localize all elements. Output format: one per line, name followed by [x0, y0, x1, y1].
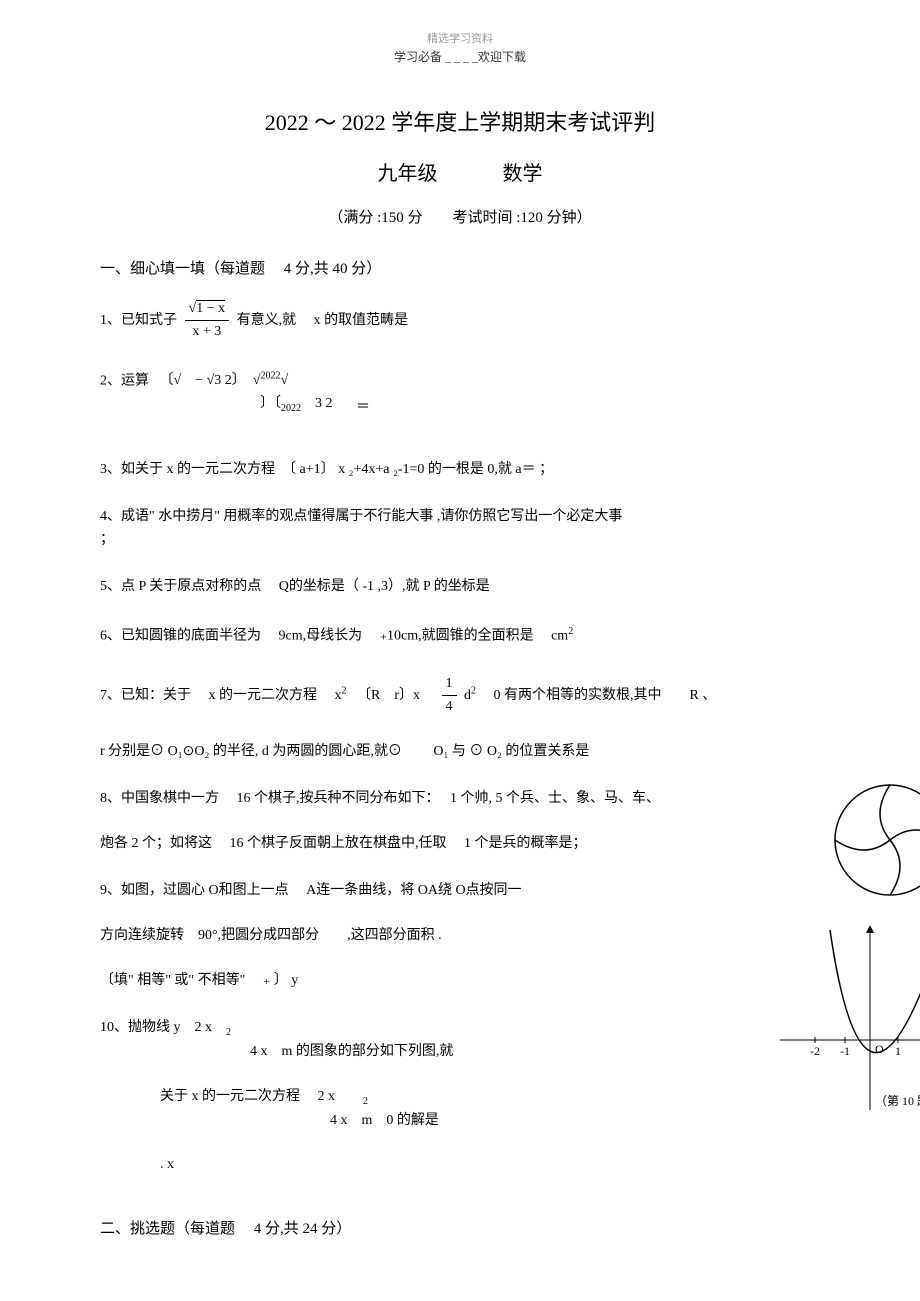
q7-l2: r 分别是⊙ O₁⊙O₂ 的半径, d 为两圆的圆心距,就⊙ O₁ 与 ⊙ O₂…	[100, 744, 589, 759]
q10-l5: . x	[160, 1157, 174, 1172]
question-3: 3、如关于 x 的一元二次方程 〔 a+1〕 x ₂+4x+a ₂-1=0 的一…	[100, 459, 820, 481]
question-2: 2、运算 〔√ − √3 2〕 √2022√ 〕〔2022 3 2 ＝	[100, 369, 820, 419]
question-5: 5、点 P 关于原点对称的点 Q的坐标是（ -1 ,3）,就 P 的坐标是	[100, 576, 820, 598]
q7-fracd: 4	[442, 696, 457, 718]
q7-sup1: 2	[342, 685, 347, 696]
origin-label: O	[875, 1042, 884, 1056]
question-8: 8、中国象棋中一方 16 个棋子,按兵种不同分布如下： 1 个帅, 5 个兵、士…	[100, 788, 820, 855]
q2-2022a: 2022	[260, 371, 280, 382]
q9-l3: 〔填" 相等" 或" 不相等" ₊ 〕 y	[100, 973, 298, 988]
q9-l2: 方向连续旋转 90°,把圆分成四部分 ,这四部分面积 .	[100, 928, 442, 943]
grade-label: 九年级	[378, 163, 438, 185]
q2-equals: ＝	[356, 400, 370, 415]
q10-sub2: 2	[363, 1096, 368, 1107]
q7-sup2: 2	[471, 685, 476, 696]
question-4: 4、成语" 水中捞月" 用概率的观点懂得属于不行能大事 ,请你仿照它写出一个必定…	[100, 506, 820, 551]
section1-heading: 一、细心填一填（每道题 4 分,共 40 分）	[100, 257, 820, 278]
exam-info: （满分 :150 分 考试时间 :120 分钟）	[100, 206, 820, 227]
q7-fracn: 1	[442, 673, 457, 696]
top-header: 精选学习资料	[100, 30, 820, 46]
q8-l1: 8、中国象棋中一方 16 个棋子,按兵种不同分布如下： 1 个帅, 5 个兵、士…	[100, 791, 660, 806]
q9-l1: 9、如图，过圆心 O和图上一点 A连一条曲线，将 OA绕 O点按同一	[100, 883, 522, 898]
q1-denom: x + 3	[185, 321, 230, 343]
section2-heading: 二、挑选题（每道题 4 分,共 24 分）	[100, 1217, 820, 1238]
question-1: 1、已知式子 √1 − x x + 3 有意义,就 x 的取值范畴是	[100, 298, 820, 344]
q2-prefix: 2、运算	[100, 373, 149, 388]
q2-e1b: 3 2	[214, 373, 232, 388]
q1-prefix: 1、已知式子	[100, 313, 177, 328]
question-9: 9、如图，过圆心 O和图上一点 A连一条曲线，将 OA绕 O点按同一 方向连续旋…	[100, 880, 820, 992]
question-10: 10、抛物线 y 2 x 2 4 x m 的图象的部分如下列图,就 关于 x 的…	[100, 1017, 820, 1177]
tick-1: 1	[895, 1044, 901, 1058]
q7-l1c: d	[464, 688, 471, 703]
q10-l1a: 10、抛物线 y 2 x	[100, 1020, 226, 1035]
q6-sup: 2	[568, 626, 573, 637]
subject-label: 数学	[503, 163, 543, 185]
parabola-diagram: -2 -1 O 1 2 （第 10 题）	[770, 920, 920, 1120]
q10-l4: 4 x m 0 的解是	[330, 1113, 439, 1128]
q1-sqrt: 1 − x	[196, 300, 225, 316]
document-title: 2022 ～ 2022 学年度上学期期末考试评判	[100, 105, 820, 137]
q8-l2: 炮各 2 个；如将这 16 个棋子反面朝上放在棋盘中,任取 1 个是兵的概率是；	[100, 836, 587, 851]
q7-l1a: 7、已知：关于 x 的一元二次方程 x	[100, 688, 342, 703]
parabola-caption: （第 10 题）	[875, 1094, 920, 1108]
q2-2022b: 2022	[281, 403, 301, 414]
circle-diagram	[830, 780, 920, 900]
tick-neg2: -2	[810, 1044, 820, 1058]
q2-e3: 3 2	[315, 396, 333, 411]
q6-text: 6、已知圆锥的底面半径为 9cm,母线长为 ₊10cm,就圆锥的全面积是 cm	[100, 628, 568, 643]
q10-l2: 4 x m 的图象的部分如下列图,就	[250, 1044, 453, 1059]
q4-suffix: ；	[100, 532, 114, 547]
q1-suffix: 有意义,就 x 的取值范畴是	[237, 313, 409, 328]
q7-l1d: 0 有两个相等的实数根,其中 R 、	[480, 688, 717, 703]
q10-sub1: 2	[226, 1027, 231, 1038]
q10-l3a: 关于 x 的一元二次方程 2 x	[160, 1089, 363, 1104]
question-7: 7、已知：关于 x 的一元二次方程 x2 〔R r〕x 14 d2 0 有两个相…	[100, 673, 820, 764]
q4-text: 4、成语" 水中捞月" 用概率的观点懂得属于不行能大事 ,请你仿照它写出一个必定…	[100, 509, 622, 524]
question-6: 6、已知圆锥的底面半径为 9cm,母线长为 ₊10cm,就圆锥的全面积是 cm2	[100, 624, 820, 648]
document-subtitle: 九年级 数学	[100, 157, 820, 186]
q7-l1b: 〔R r〕x	[350, 688, 434, 703]
tick-neg1: -1	[840, 1044, 850, 1058]
sub-header: 学习必备 _ _ _ _欢迎下载	[100, 48, 820, 65]
